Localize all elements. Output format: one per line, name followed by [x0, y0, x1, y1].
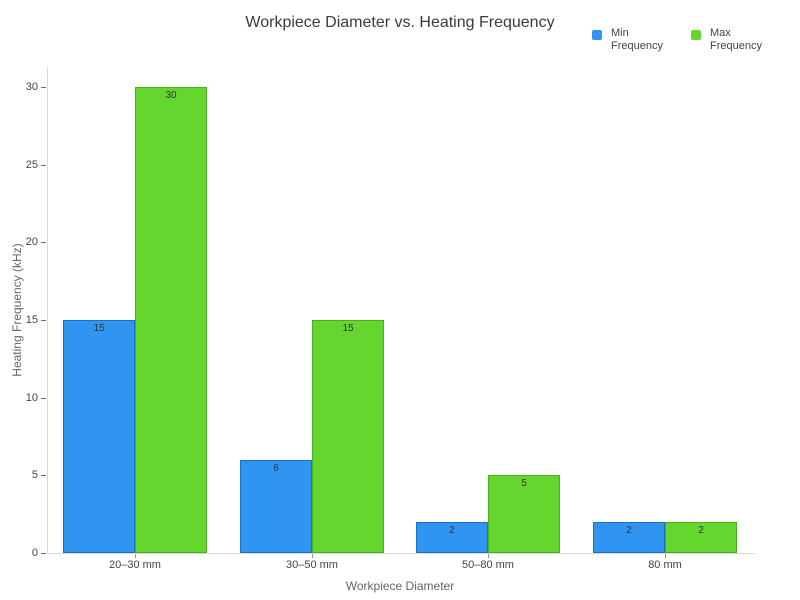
- x-axis-title: Workpiece Diameter: [345, 579, 455, 593]
- legend-label: Max Frequency: [710, 27, 762, 52]
- y-tick-mark: [41, 398, 46, 399]
- chart-title: Workpiece Diameter vs. Heating Frequency: [245, 14, 555, 31]
- x-tick-mark: [312, 554, 313, 558]
- bar-value-label: 15: [342, 323, 354, 334]
- legend: Min Frequency Max Frequency: [592, 27, 770, 53]
- y-tick-mark: [41, 553, 46, 554]
- y-tick-label: 10: [25, 392, 38, 404]
- x-tick-label: 50–80 mm: [462, 559, 514, 571]
- y-tick-label: 25: [25, 159, 38, 171]
- bar-max-frequency-80-mm[interactable]: 2: [665, 522, 737, 553]
- y-tick-label: 5: [31, 469, 38, 481]
- bar-value-label: 30: [165, 90, 177, 101]
- x-tick-mark: [665, 554, 666, 558]
- bar-value-label: 15: [93, 323, 105, 334]
- y-tick-mark: [41, 320, 46, 321]
- y-tick-label: 30: [25, 81, 38, 93]
- bar-value-label: 2: [449, 525, 455, 536]
- x-tick-label: 30–50 mm: [286, 559, 338, 571]
- bar-min-frequency-80-mm[interactable]: 2: [593, 522, 665, 553]
- x-tick-label: 80 mm: [648, 559, 682, 571]
- x-tick-mark: [488, 554, 489, 558]
- y-tick-mark: [41, 475, 46, 476]
- x-tick-mark: [135, 554, 136, 558]
- y-tick-label: 15: [25, 314, 38, 326]
- legend-label: Min Frequency: [611, 27, 663, 52]
- bar-min-frequency-50-80-mm[interactable]: 2: [416, 522, 488, 553]
- y-tick-label: 0: [31, 547, 38, 559]
- bar-min-frequency-20-30-mm[interactable]: 15: [63, 320, 135, 553]
- bar-max-frequency-50-80-mm[interactable]: 5: [488, 475, 560, 553]
- bar-value-label: 2: [698, 525, 704, 536]
- y-tick-mark: [41, 87, 46, 88]
- y-tick-mark: [41, 165, 46, 166]
- bar-value-label: 6: [273, 463, 279, 474]
- bar-value-label: 2: [626, 525, 632, 536]
- legend-swatch-icon: [592, 30, 602, 40]
- bar-max-frequency-30-50-mm[interactable]: 15: [312, 320, 384, 553]
- bar-value-label: 5: [521, 478, 527, 489]
- y-tick-mark: [41, 242, 46, 243]
- bar-min-frequency-30-50-mm[interactable]: 6: [240, 460, 312, 553]
- legend-swatch-icon: [691, 30, 701, 40]
- bar-max-frequency-20-30-mm[interactable]: 30: [135, 87, 207, 553]
- y-tick-label: 20: [25, 236, 38, 248]
- x-tick-label: 20–30 mm: [109, 559, 161, 571]
- y-axis-line: [47, 67, 48, 553]
- legend-item-max-frequency[interactable]: Max Frequency: [691, 27, 770, 53]
- legend-item-min-frequency[interactable]: Min Frequency: [592, 27, 671, 53]
- x-axis-line: [47, 553, 755, 554]
